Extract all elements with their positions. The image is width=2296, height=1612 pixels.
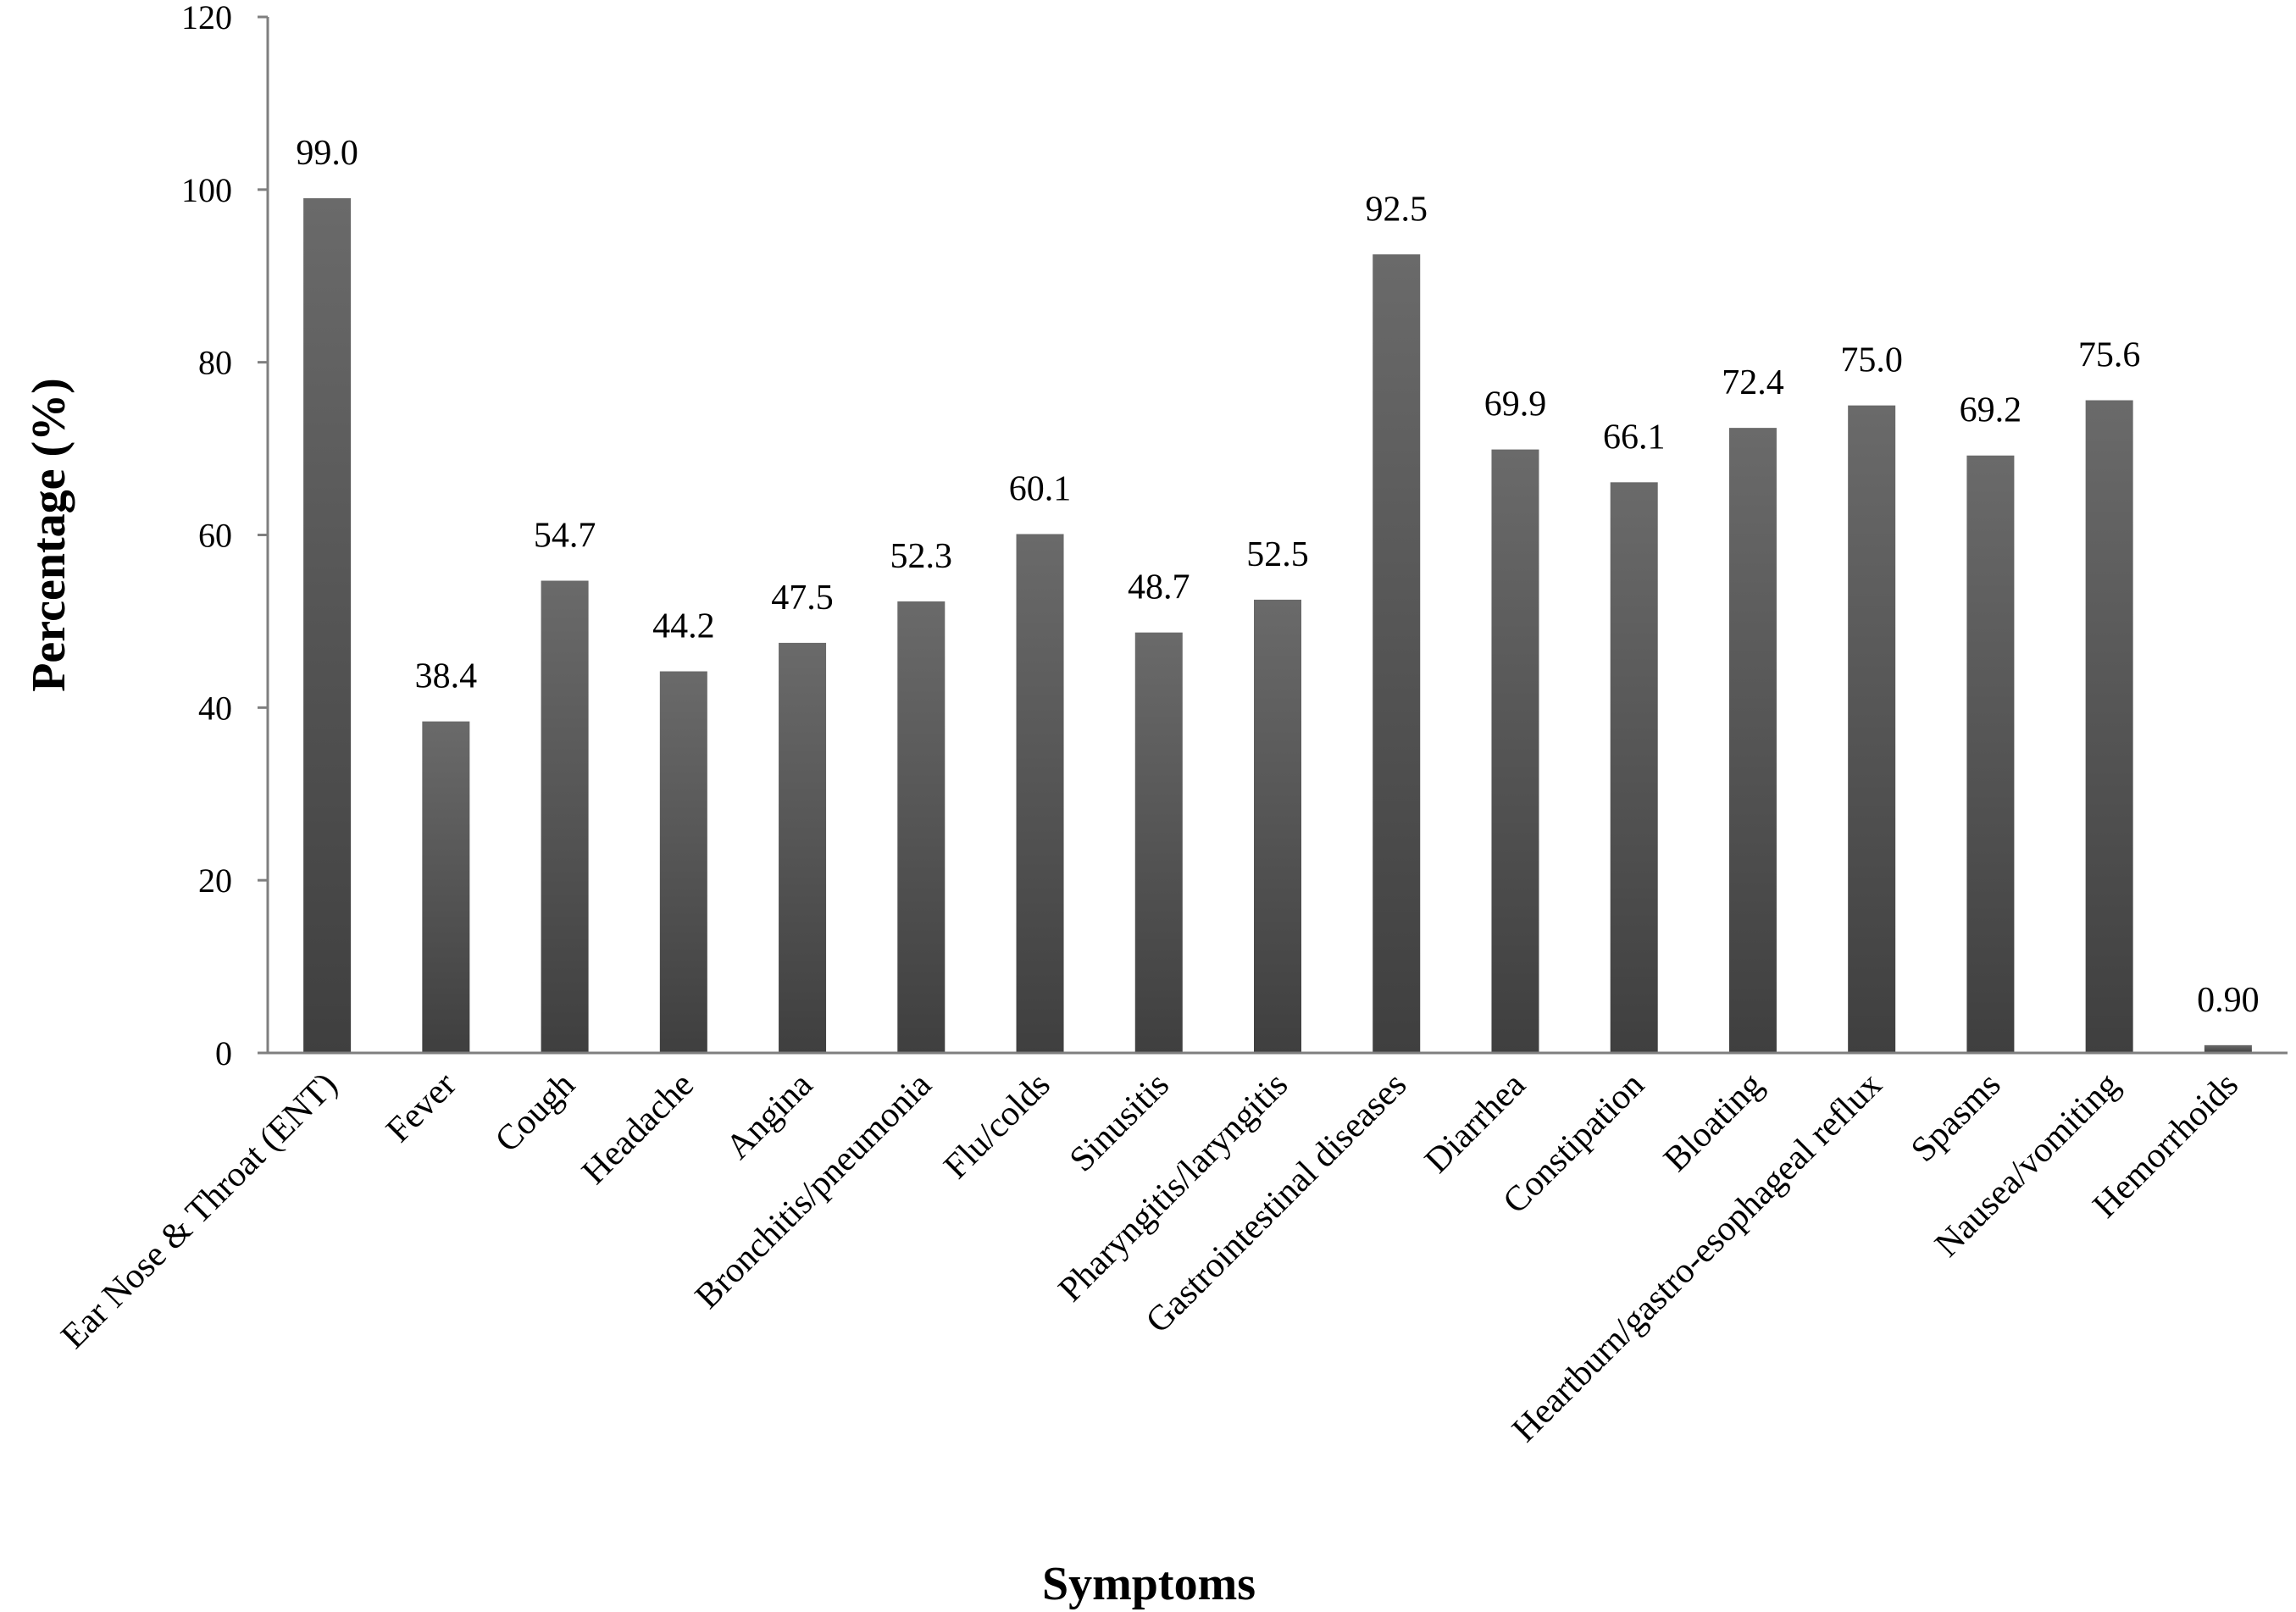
y-tick-label: 0 bbox=[215, 1034, 232, 1072]
bar bbox=[659, 671, 707, 1053]
x-category-label: Ear Nose & Throat (ENT) bbox=[53, 1066, 345, 1357]
y-tick-label: 20 bbox=[198, 861, 232, 900]
bars bbox=[303, 198, 2252, 1054]
y-tick-label: 40 bbox=[198, 689, 232, 727]
y-axis-title: Percentage (%) bbox=[23, 378, 75, 692]
data-label: 48.7 bbox=[1128, 568, 1190, 607]
bar bbox=[1254, 599, 1301, 1053]
x-category-label: Pharyngitis/laryngitis bbox=[1051, 1066, 1295, 1310]
data-label: 47.5 bbox=[771, 579, 834, 618]
bar bbox=[1016, 534, 1064, 1053]
x-category-label: Headache bbox=[574, 1066, 702, 1193]
y-tick-label: 60 bbox=[198, 517, 232, 555]
y-axis-ticks: 0 20 40 60 80 100 120 bbox=[181, 0, 268, 1072]
bar bbox=[1966, 455, 2015, 1053]
bar bbox=[2204, 1044, 2252, 1053]
data-label: 72.4 bbox=[1722, 363, 1784, 402]
x-axis-title: Symptoms bbox=[1042, 1558, 1256, 1610]
data-label: 0.90 bbox=[2197, 981, 2260, 1020]
data-label: 44.2 bbox=[652, 607, 715, 646]
x-category-label: Bronchitis/pneumonia bbox=[688, 1065, 940, 1316]
data-labels: 99.0 38.4 54.7 44.2 47.5 52.3 60.1 48.7 52.5 92.5… bbox=[296, 134, 2259, 1020]
data-label: 52.3 bbox=[890, 537, 953, 576]
data-label: 52.5 bbox=[1246, 535, 1309, 574]
data-label: 69.2 bbox=[1960, 391, 2022, 430]
bar bbox=[1491, 449, 1539, 1053]
x-category-label: Flu/colds bbox=[937, 1066, 1058, 1187]
bar bbox=[422, 721, 470, 1053]
x-category-label: Cough bbox=[488, 1066, 583, 1161]
data-label: 92.5 bbox=[1365, 190, 1428, 229]
data-label: 75.0 bbox=[1840, 341, 1903, 380]
bar bbox=[303, 198, 352, 1053]
bar bbox=[2085, 400, 2133, 1053]
bar bbox=[1848, 405, 1896, 1053]
x-category-label: Spasms bbox=[1904, 1066, 2008, 1170]
x-axis-category-labels: Ear Nose & Throat (ENT) Fever CoughHeadach… bbox=[53, 1065, 2245, 1449]
bar bbox=[1728, 428, 1777, 1054]
x-category-label: Diarrhea bbox=[1417, 1065, 1533, 1181]
data-label: 66.1 bbox=[1603, 418, 1666, 457]
bar bbox=[779, 642, 827, 1053]
data-label: 38.4 bbox=[415, 657, 478, 696]
bar bbox=[1134, 632, 1183, 1053]
x-category-label: Sinusitis bbox=[1062, 1066, 1177, 1180]
bar bbox=[541, 580, 589, 1053]
x-category-label: Angina bbox=[718, 1065, 820, 1166]
data-label: 60.1 bbox=[1009, 469, 1072, 508]
y-tick-label: 100 bbox=[181, 171, 232, 209]
x-category-label: Bloating bbox=[1656, 1066, 1771, 1180]
bar bbox=[1610, 482, 1658, 1053]
bar bbox=[1373, 254, 1421, 1053]
data-label: 75.6 bbox=[2078, 336, 2141, 375]
data-label: 99.0 bbox=[296, 134, 358, 173]
x-category-label: Fever bbox=[379, 1066, 463, 1150]
y-tick-label: 120 bbox=[181, 0, 232, 36]
bar bbox=[897, 601, 946, 1053]
data-label: 54.7 bbox=[534, 517, 596, 556]
y-tick-label: 80 bbox=[198, 344, 232, 382]
data-label: 69.9 bbox=[1484, 385, 1547, 424]
